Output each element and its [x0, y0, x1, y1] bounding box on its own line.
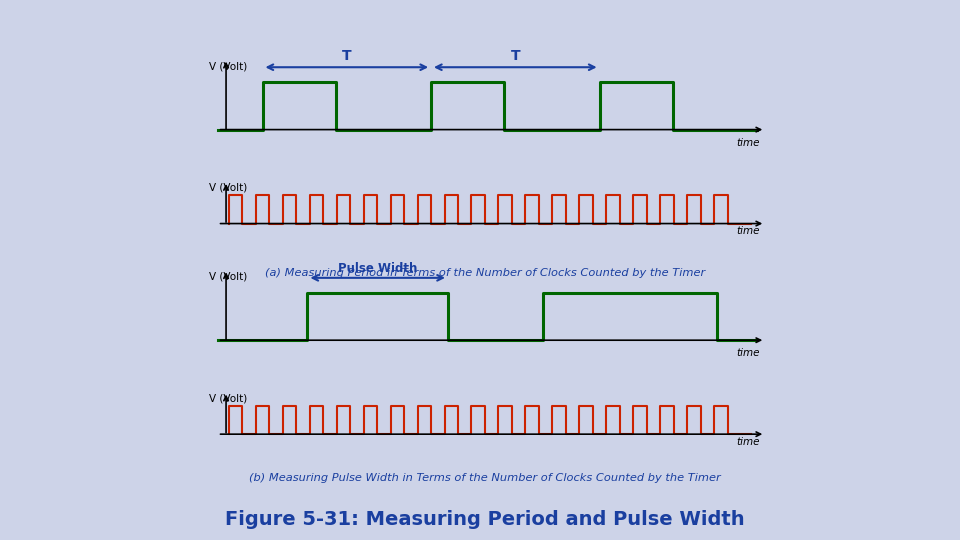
Text: V (Volt): V (Volt) — [209, 393, 248, 403]
Text: V (Volt): V (Volt) — [209, 61, 248, 71]
Text: time: time — [736, 226, 759, 237]
Text: time: time — [736, 437, 759, 447]
Text: T: T — [511, 50, 520, 64]
Text: (b) Measuring Pulse Width in Terms of the Number of Clocks Counted by the Timer: (b) Measuring Pulse Width in Terms of th… — [249, 473, 721, 483]
Text: T: T — [342, 50, 351, 64]
Text: Pulse Width: Pulse Width — [338, 262, 418, 275]
Text: (a) Measuring Period in Terms of the Number of Clocks Counted by the Timer: (a) Measuring Period in Terms of the Num… — [265, 268, 705, 278]
Text: Figure 5-31: Measuring Period and Pulse Width: Figure 5-31: Measuring Period and Pulse … — [225, 510, 745, 529]
Text: time: time — [736, 138, 759, 148]
Text: time: time — [736, 348, 759, 359]
Text: V (Volt): V (Volt) — [209, 272, 248, 282]
Text: V (Volt): V (Volt) — [209, 183, 248, 192]
